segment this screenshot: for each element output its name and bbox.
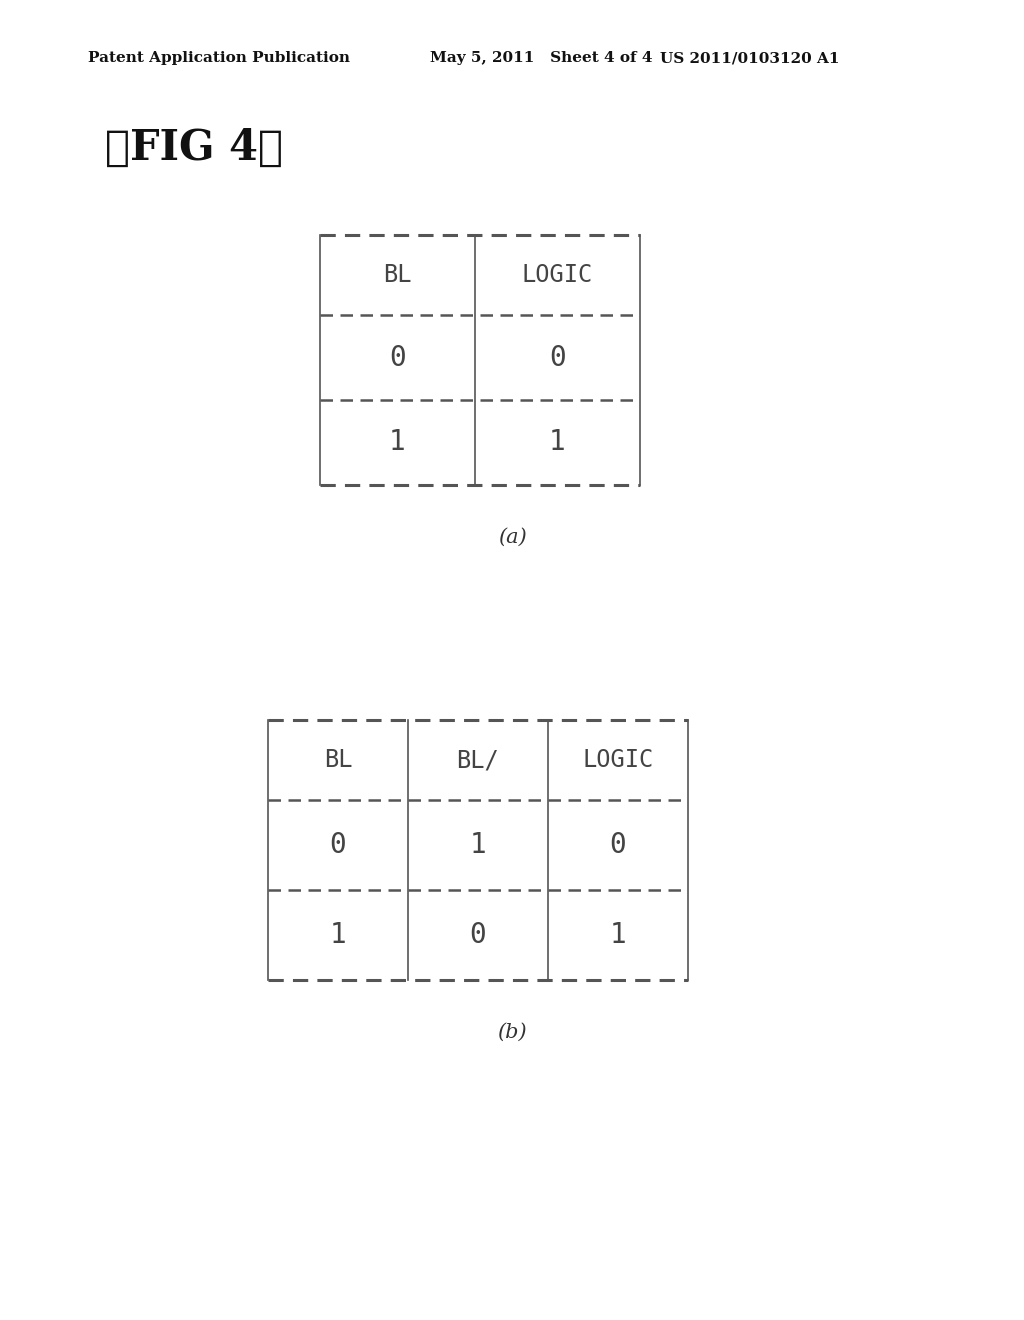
Text: May 5, 2011   Sheet 4 of 4: May 5, 2011 Sheet 4 of 4 bbox=[430, 51, 652, 65]
Text: 』FIG 4】: 』FIG 4】 bbox=[105, 127, 283, 169]
Text: LOGIC: LOGIC bbox=[583, 748, 653, 772]
Text: Patent Application Publication: Patent Application Publication bbox=[88, 51, 350, 65]
Text: 0: 0 bbox=[549, 343, 566, 371]
Text: US 2011/0103120 A1: US 2011/0103120 A1 bbox=[660, 51, 840, 65]
Text: 0: 0 bbox=[470, 921, 486, 949]
Text: 0: 0 bbox=[609, 832, 627, 859]
Text: (b): (b) bbox=[498, 1023, 526, 1041]
Text: 0: 0 bbox=[389, 343, 406, 371]
Text: BL/: BL/ bbox=[457, 748, 500, 772]
Text: (a): (a) bbox=[498, 528, 526, 546]
Text: 1: 1 bbox=[549, 429, 566, 457]
Text: BL: BL bbox=[383, 263, 412, 286]
Text: 0: 0 bbox=[330, 832, 346, 859]
Text: 1: 1 bbox=[330, 921, 346, 949]
Text: BL: BL bbox=[324, 748, 352, 772]
Text: 1: 1 bbox=[609, 921, 627, 949]
Text: 1: 1 bbox=[389, 429, 406, 457]
Text: LOGIC: LOGIC bbox=[522, 263, 593, 286]
Text: 1: 1 bbox=[470, 832, 486, 859]
